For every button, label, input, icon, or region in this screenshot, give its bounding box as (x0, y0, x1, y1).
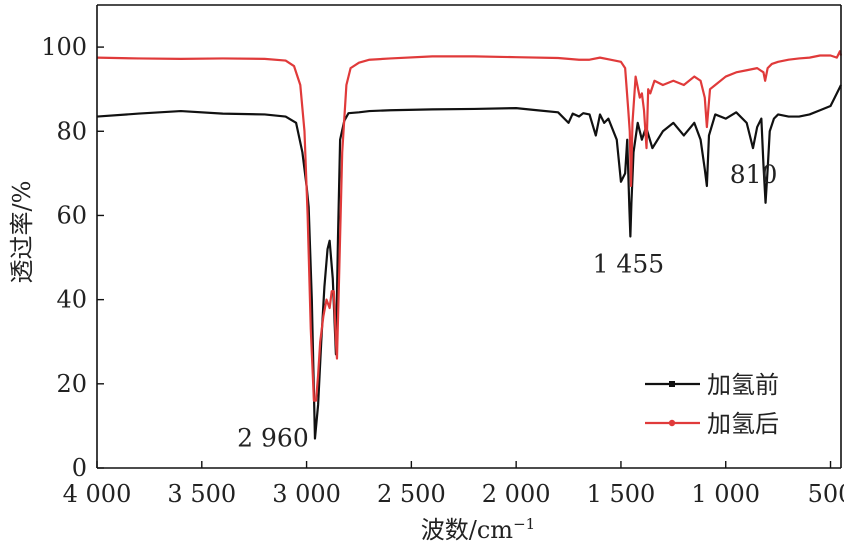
series-line-1 (96, 50, 843, 402)
y-tick-label: 0 (72, 454, 87, 482)
y-tick-label: 60 (56, 201, 87, 229)
x-tick-label: 3 000 (272, 480, 341, 508)
x-tick-label: 1 000 (691, 480, 760, 508)
x-tick-label: 2 000 (482, 480, 551, 508)
peak-annotation: 1 455 (593, 250, 665, 279)
legend-marker-after (668, 419, 676, 427)
legend-background (638, 364, 838, 444)
x-tick-label: 4 000 (63, 480, 132, 508)
peak-annotation: 2 960 (237, 424, 309, 453)
legend-label-after: 加氢后 (707, 410, 779, 438)
legend-marker-before (669, 381, 675, 387)
y-tick-label: 80 (56, 117, 87, 145)
y-tick-label: 20 (56, 370, 87, 398)
x-tick-label: 500 (808, 480, 844, 508)
y-axis-title: 透过率/% (8, 181, 36, 284)
annotation-layer: 2 960 1 455 810 (237, 160, 777, 453)
x-tick-label: 2 500 (377, 480, 446, 508)
series-layer (96, 50, 843, 440)
legend: 加氢前 加氢后 (638, 364, 838, 444)
x-axis-title-superscript: −1 (513, 515, 535, 533)
axes-layer (96, 4, 842, 469)
legend-label-before: 加氢前 (707, 371, 779, 399)
x-tick-label: 3 500 (167, 480, 236, 508)
y-tick-label: 40 (56, 286, 87, 314)
x-axis-title: 波数/cm−1 (421, 515, 535, 544)
peak-annotation: 810 (730, 160, 778, 189)
ticks-layer: 4 000 3 500 3 000 2 500 2 000 1 500 1 000 500 0 2… (41, 33, 844, 508)
x-tick-label: 1 500 (587, 480, 656, 508)
y-tick-label: 100 (41, 33, 87, 61)
